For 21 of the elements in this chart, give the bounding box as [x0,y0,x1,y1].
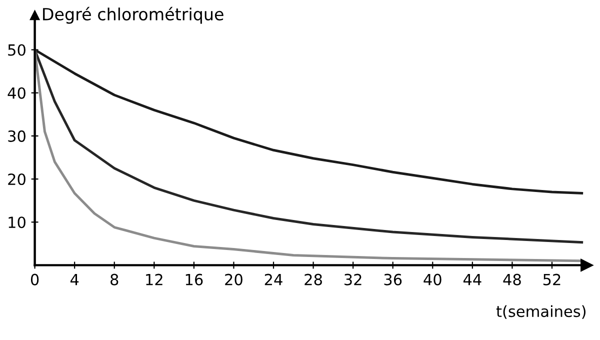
y-tick-label: 10 [8,216,26,228]
x-tick-label: 20 [225,274,242,286]
y-tick-label: 30 [8,130,26,142]
y-tick-label: 50 [8,44,26,56]
x-tick-label: 40 [424,274,442,286]
x-tick-label: 8 [110,274,118,286]
y-axis-title: Degré chlorométrique [43,6,224,24]
x-tick-label: 36 [384,274,402,286]
x-tick-label: 12 [146,274,162,286]
x-tick-label: 24 [264,274,282,286]
x-axis-title: t(semaines) [496,305,586,319]
x-tick-label: 4 [70,274,79,286]
y-tick-label: 40 [8,87,26,99]
y-tick-label: 20 [8,173,26,186]
x-tick-label: 52 [543,274,560,286]
x-tick-label: 16 [186,274,203,286]
x-tick-label: 28 [304,274,322,286]
x-tick-label: 48 [503,274,521,286]
x-tick-label: 44 [463,274,482,286]
x-tick-label: 32 [344,274,362,286]
x-tick-label: 0 [30,274,39,286]
